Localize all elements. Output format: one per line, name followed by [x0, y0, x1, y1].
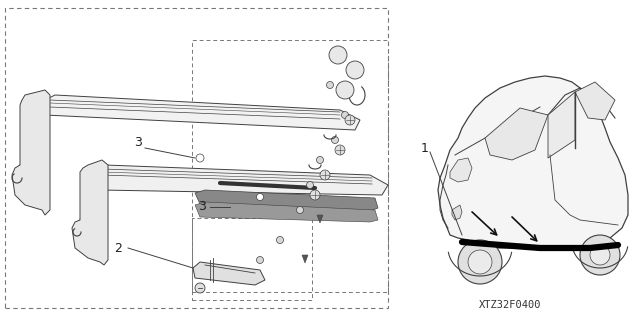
Polygon shape	[575, 82, 615, 120]
Circle shape	[468, 250, 492, 274]
Polygon shape	[485, 108, 548, 160]
Polygon shape	[20, 95, 360, 170]
Polygon shape	[450, 158, 472, 182]
Polygon shape	[12, 90, 50, 215]
Circle shape	[590, 245, 610, 265]
Circle shape	[317, 157, 323, 164]
Circle shape	[310, 190, 320, 200]
Circle shape	[257, 194, 264, 201]
Circle shape	[296, 206, 303, 213]
Circle shape	[257, 256, 264, 263]
Circle shape	[196, 154, 204, 162]
Bar	[192, 218, 312, 300]
Circle shape	[346, 61, 364, 79]
Circle shape	[336, 81, 354, 99]
Polygon shape	[195, 202, 378, 222]
Polygon shape	[438, 76, 628, 248]
Text: XTZ32F0400: XTZ32F0400	[479, 300, 541, 310]
Circle shape	[329, 46, 347, 64]
Polygon shape	[193, 262, 265, 285]
Polygon shape	[317, 215, 323, 223]
Bar	[192, 40, 388, 292]
Polygon shape	[80, 165, 388, 230]
Circle shape	[458, 240, 502, 284]
Circle shape	[342, 112, 349, 118]
Circle shape	[332, 137, 339, 144]
Circle shape	[580, 235, 620, 275]
Text: 3: 3	[198, 201, 206, 213]
Text: 3: 3	[134, 136, 142, 149]
Circle shape	[335, 145, 345, 155]
Polygon shape	[72, 160, 108, 265]
Circle shape	[307, 182, 314, 189]
Text: 2: 2	[114, 241, 122, 255]
Circle shape	[276, 236, 284, 243]
Polygon shape	[452, 205, 462, 220]
Circle shape	[326, 81, 333, 88]
Circle shape	[345, 115, 355, 125]
Polygon shape	[195, 190, 378, 211]
Polygon shape	[302, 255, 308, 263]
Text: 1: 1	[421, 142, 429, 154]
Polygon shape	[548, 92, 575, 158]
Circle shape	[320, 170, 330, 180]
Bar	[5, 8, 388, 308]
Circle shape	[195, 283, 205, 293]
